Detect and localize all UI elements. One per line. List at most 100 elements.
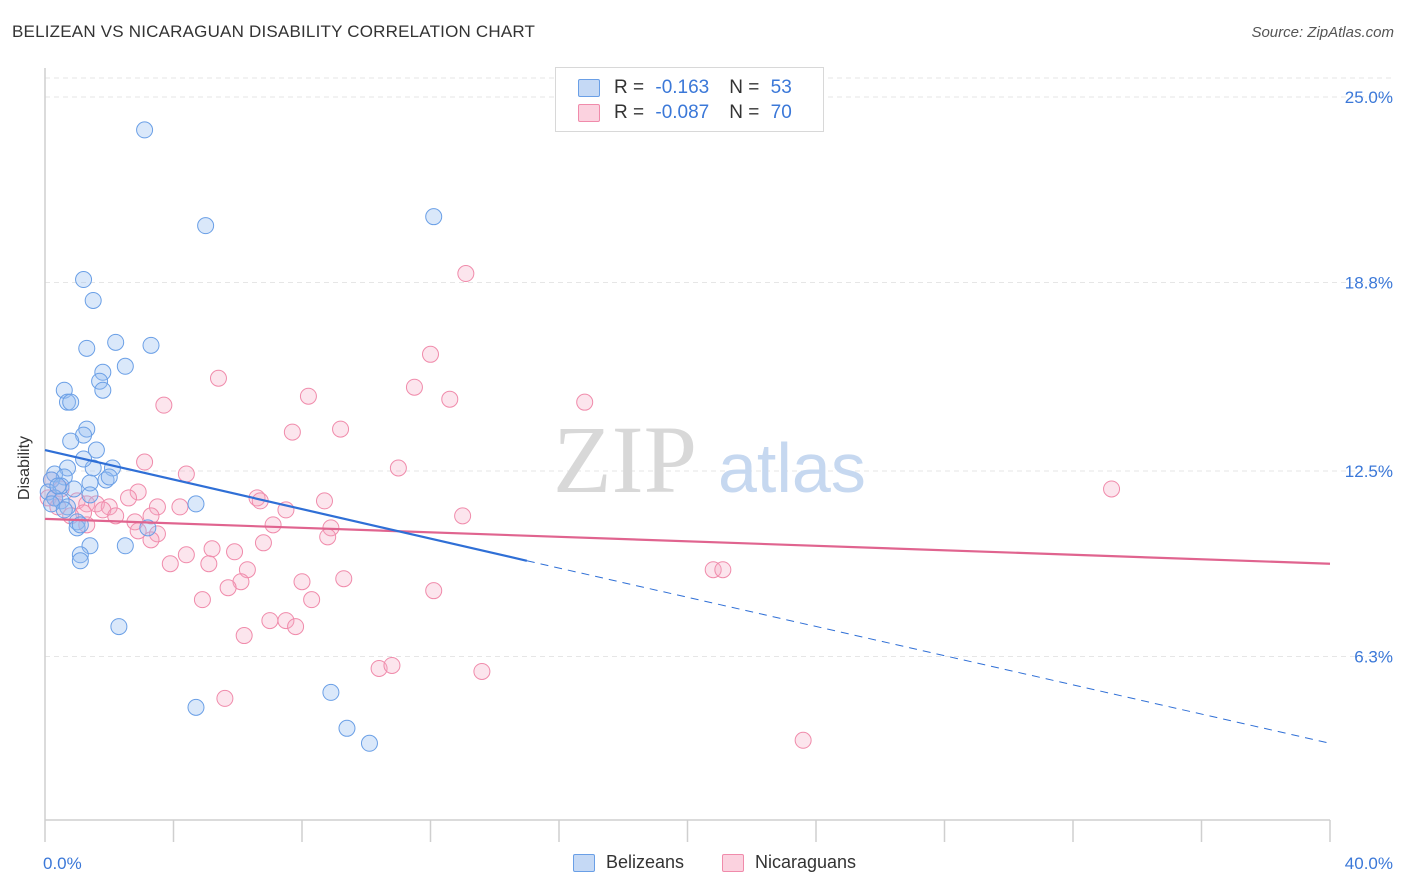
nicaraguans-point bbox=[299, 387, 317, 405]
tick-labels: 6.3% 12.5% 18.8% 25.0% 0.0% 40.0% bbox=[43, 88, 1393, 873]
belizeans-point bbox=[100, 468, 118, 486]
legend-n-label: N = bbox=[729, 77, 765, 98]
nicaraguans-point bbox=[576, 393, 594, 411]
series-legend-belizeans[interactable]: Belizeans bbox=[573, 852, 684, 873]
nicaraguans-point bbox=[405, 378, 423, 396]
nicaraguans-point bbox=[161, 555, 179, 573]
nicaraguans-point bbox=[177, 465, 195, 483]
nicaraguans-point bbox=[441, 390, 459, 408]
nicaraguans-point bbox=[335, 570, 353, 588]
nicaraguans-point bbox=[794, 731, 812, 749]
belizeans-point bbox=[110, 618, 128, 636]
nicaraguans-point bbox=[200, 555, 218, 573]
belizeans-point bbox=[84, 291, 102, 309]
legend-n-value: 53 bbox=[770, 77, 792, 98]
nicaraguans-point bbox=[277, 612, 295, 630]
belizeans-point bbox=[62, 393, 80, 411]
watermark: ZIP atlas bbox=[553, 406, 866, 513]
belizeans-point bbox=[322, 683, 340, 701]
belizeans-point bbox=[55, 468, 73, 486]
nicaraguans-point bbox=[389, 459, 407, 477]
nicaraguans-point bbox=[107, 507, 125, 525]
nicaraguans-point bbox=[148, 525, 166, 543]
belizeans-point bbox=[116, 537, 134, 555]
nicaraguans-point bbox=[148, 498, 166, 516]
watermark-atlas: atlas bbox=[718, 429, 866, 507]
nicaraguans-point bbox=[1103, 480, 1121, 498]
nicaraguans-point bbox=[219, 579, 237, 597]
nicaraguans-point bbox=[454, 507, 472, 525]
legend-r-label: R = bbox=[614, 102, 650, 123]
belizeans-point bbox=[71, 546, 89, 564]
nicaraguans-point bbox=[283, 423, 301, 441]
belizeans-point bbox=[139, 519, 157, 537]
nicaraguans-point bbox=[457, 265, 475, 283]
belizeans-point bbox=[81, 486, 99, 504]
series-legend-label: Belizeans bbox=[606, 852, 685, 872]
nicaraguans-point bbox=[425, 582, 443, 600]
nicaraguans-point bbox=[704, 561, 722, 579]
data-points bbox=[39, 121, 1121, 752]
nicaraguans-point bbox=[383, 656, 401, 674]
belizeans-point bbox=[91, 372, 109, 390]
series-legend: Belizeans Nicaraguans bbox=[0, 852, 1406, 878]
nicaraguans-point bbox=[370, 659, 388, 677]
nicaraguans-point bbox=[261, 612, 279, 630]
legend-swatch-nicaraguans bbox=[578, 104, 600, 122]
legend-r-value: -0.087 bbox=[655, 102, 710, 123]
belizeans-point bbox=[187, 495, 205, 513]
nicaraguans-point bbox=[226, 543, 244, 561]
belizeans-point bbox=[107, 333, 125, 351]
legend-n-value: 70 bbox=[770, 102, 792, 123]
trend-lines bbox=[44, 448, 1331, 744]
belizeans-point bbox=[65, 480, 83, 498]
belizeans-point bbox=[360, 734, 378, 752]
nicaraguans-point bbox=[203, 540, 221, 558]
nicaraguans-point bbox=[315, 492, 333, 510]
nicaraguans-point bbox=[303, 591, 321, 609]
belizeans-trend-line bbox=[44, 448, 528, 562]
legend-r-label: R = bbox=[614, 77, 650, 98]
nicaraguans-trend-line bbox=[44, 517, 1331, 565]
y-tick-label: 25.0% bbox=[1345, 88, 1393, 107]
nicaraguans-point bbox=[209, 369, 227, 387]
belizeans-point bbox=[136, 121, 154, 139]
belizeans-point bbox=[78, 339, 96, 357]
x-tick-label: 40.0% bbox=[1345, 854, 1393, 873]
watermark-zip: ZIP bbox=[553, 406, 697, 513]
nicaraguans-point bbox=[177, 546, 195, 564]
belizeans-point bbox=[75, 271, 93, 289]
axes bbox=[44, 68, 1331, 842]
nicaraguans-point bbox=[293, 573, 311, 591]
belizeans-point bbox=[94, 381, 112, 399]
belizeans-point bbox=[55, 501, 73, 519]
chart-title: BELIZEAN VS NICARAGUAN DISABILITY CORREL… bbox=[12, 22, 536, 41]
nicaraguans-point bbox=[332, 420, 350, 438]
belizeans-point bbox=[338, 719, 356, 737]
nicaraguans-point bbox=[473, 662, 491, 680]
nicaraguans-point bbox=[264, 516, 282, 534]
belizeans-point bbox=[87, 441, 105, 459]
y-tick-label: 12.5% bbox=[1345, 462, 1393, 481]
correlation-legend: R = -0.163 N = 53 R = -0.087 N = 70 bbox=[555, 67, 824, 132]
belizeans-point bbox=[49, 477, 67, 495]
nicaraguans-point bbox=[87, 495, 105, 513]
series-swatch-belizeans bbox=[573, 853, 595, 872]
legend-row-belizeans: R = -0.163 N = 53 bbox=[578, 76, 792, 100]
nicaraguans-point bbox=[78, 495, 96, 513]
series-legend-label: Nicaraguans bbox=[755, 852, 857, 872]
belizeans-point bbox=[94, 363, 112, 381]
legend-row-nicaraguans: R = -0.087 N = 70 bbox=[578, 101, 792, 125]
nicaraguans-point bbox=[422, 345, 439, 363]
legend-n-label: N = bbox=[729, 102, 765, 123]
nicaraguans-point bbox=[171, 498, 189, 516]
nicaraguans-point bbox=[136, 453, 154, 471]
belizeans-point bbox=[81, 474, 99, 492]
y-tick-label: 6.3% bbox=[1354, 648, 1393, 667]
nicaraguans-point bbox=[129, 483, 147, 501]
nicaraguans-point bbox=[287, 618, 305, 636]
belizeans-point bbox=[197, 217, 215, 235]
nicaraguans-point bbox=[155, 396, 173, 414]
series-legend-nicaraguans[interactable]: Nicaraguans bbox=[722, 852, 856, 873]
